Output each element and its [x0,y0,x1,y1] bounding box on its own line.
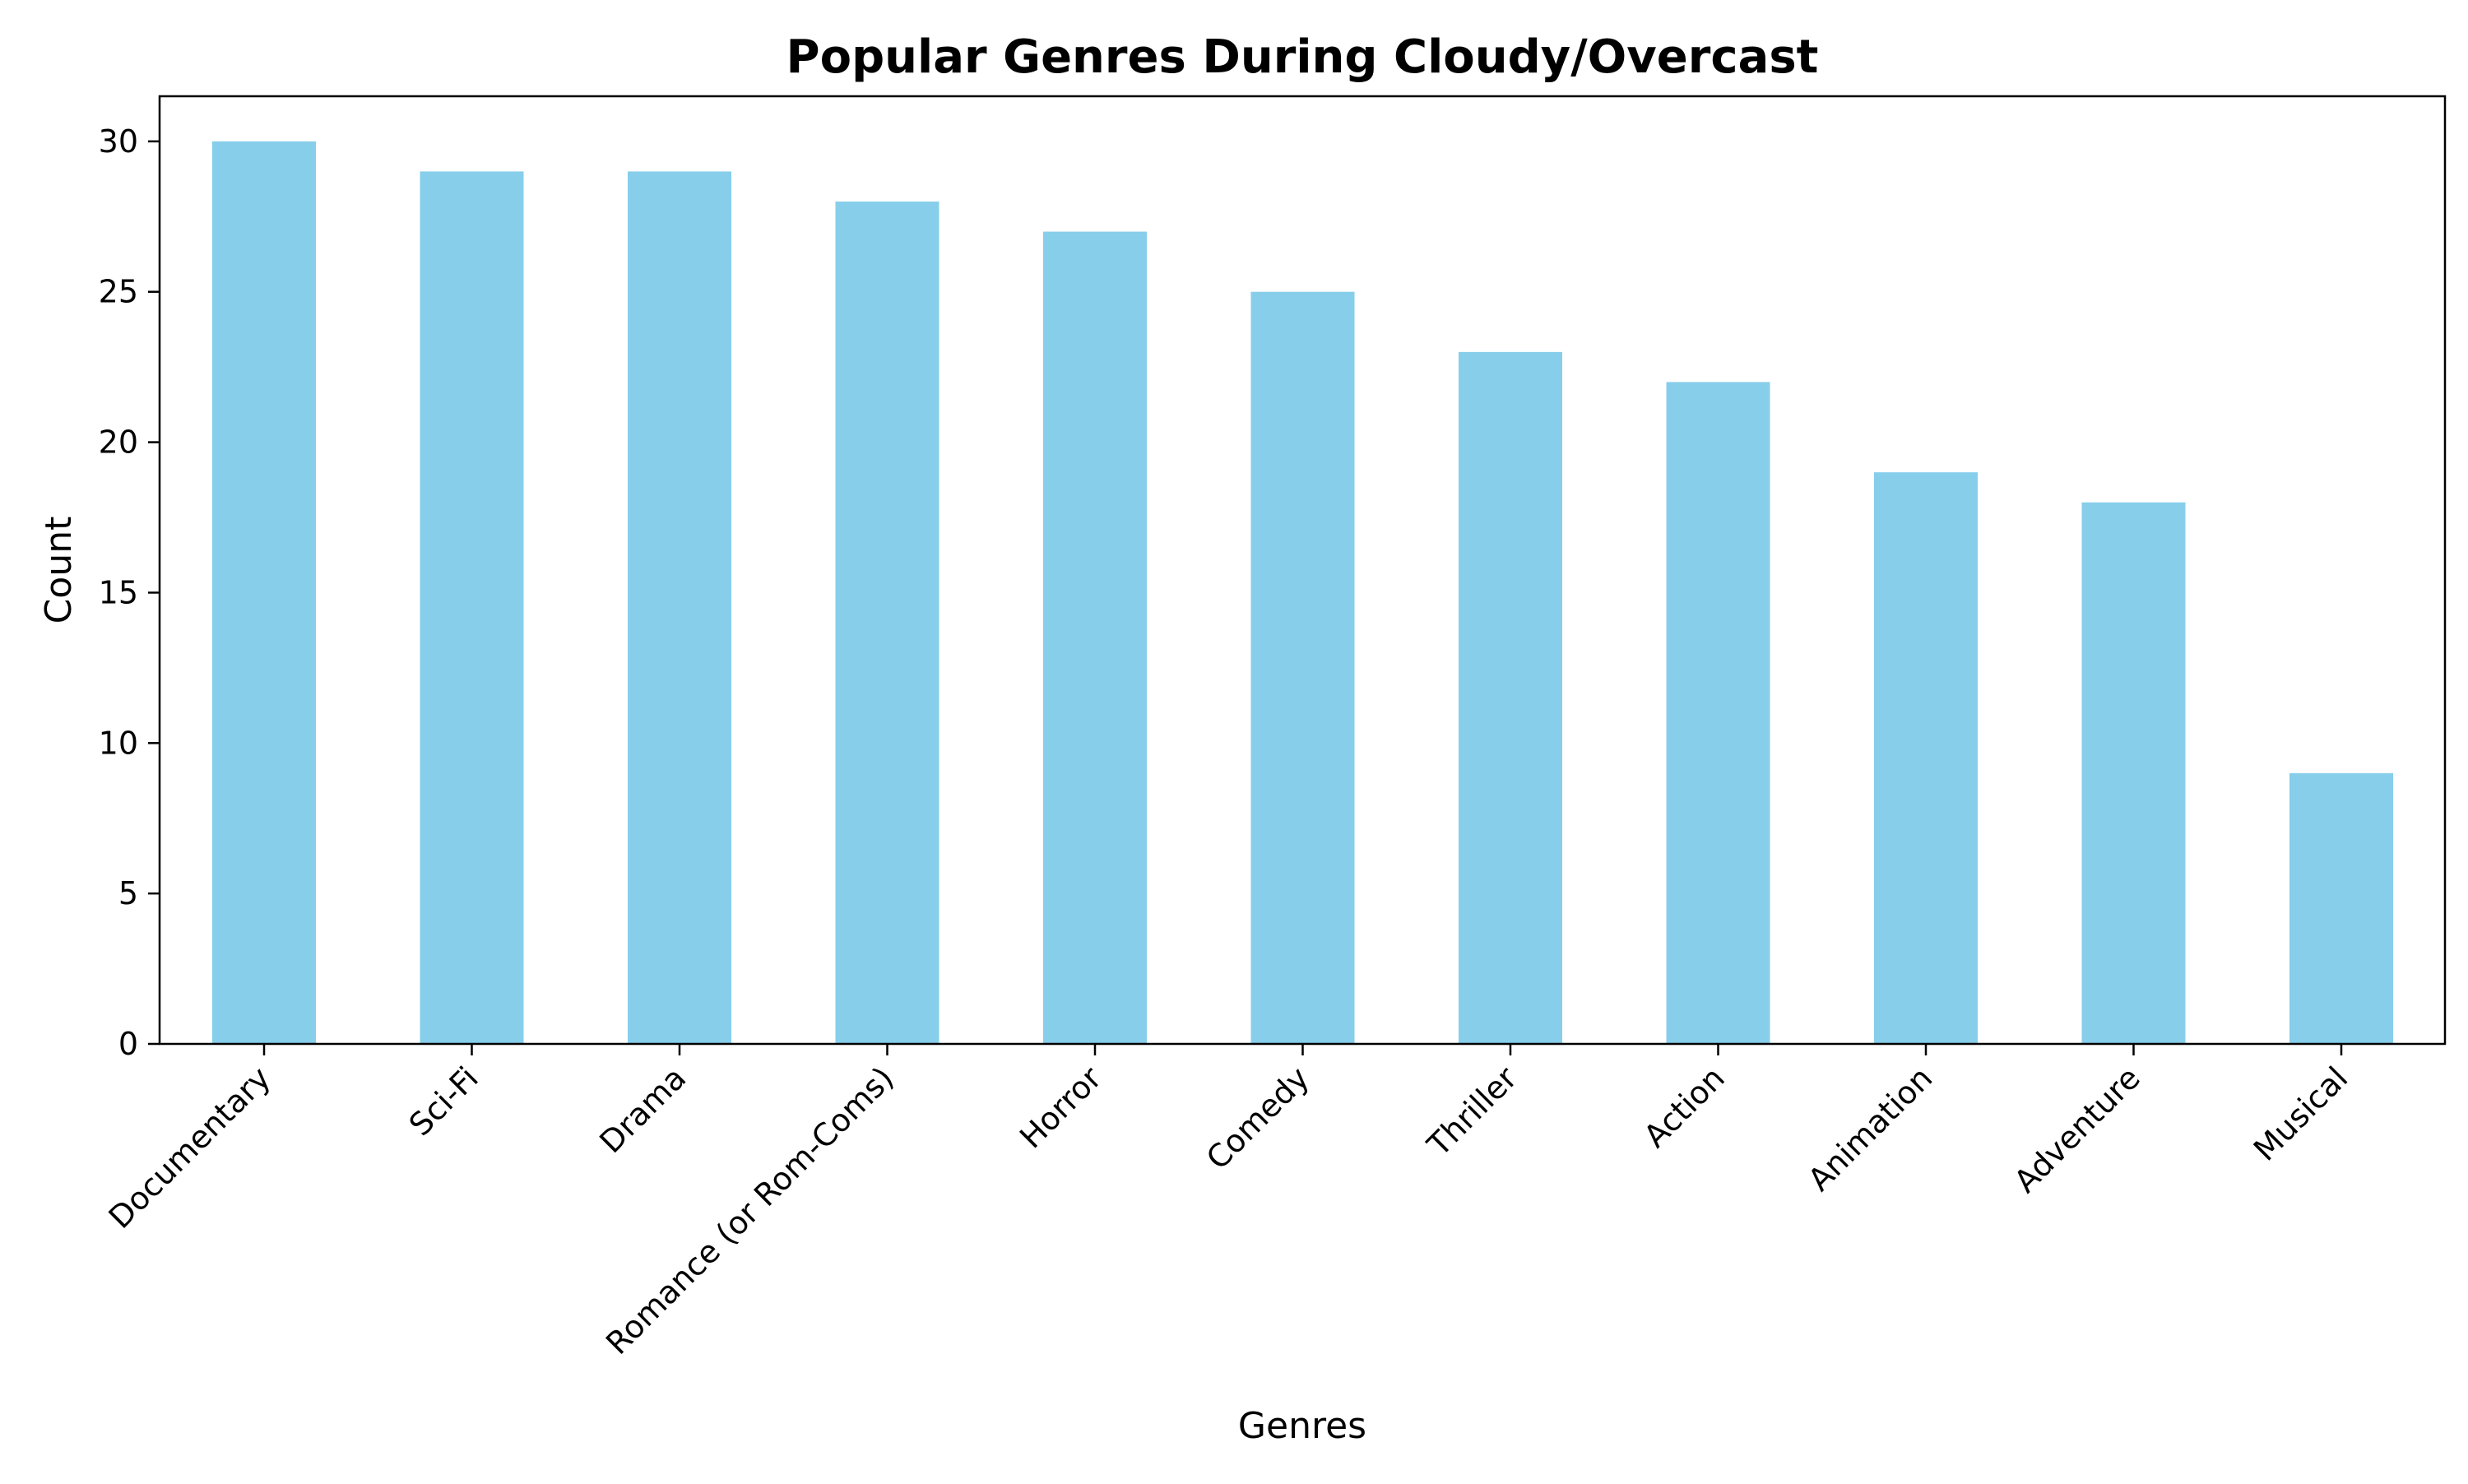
bar-animation [1874,472,1978,1044]
x-tick-label: Animation [1801,1060,1939,1198]
plot-frame [158,95,2447,1046]
x-tick-label: Thriller [1420,1060,1524,1164]
y-tick-label: 5 [118,875,138,911]
bar-documentary [212,141,316,1044]
bar-thriller [1459,351,1562,1044]
x-tick-label: Adventure [2007,1060,2147,1199]
x-tick-label: Sci-Fi [402,1060,485,1143]
x-tick-label: Musical [2247,1060,2354,1167]
chart-title: Popular Genres During Cloudy/Overcast [786,30,1819,84]
x-tick-label: Horror [1013,1060,1109,1156]
bar-comedy [1250,291,1355,1044]
y-tick-label: 20 [99,424,138,461]
y-tick-label: 30 [99,123,138,160]
x-tick-label: Documentary [102,1060,278,1236]
bar-sci-fi [420,171,524,1044]
y-tick-label: 0 [118,1026,138,1062]
x-tick-label: Comedy [1199,1060,1316,1176]
y-tick-label: 10 [99,725,138,761]
bar-romance-or-rom-coms [835,202,939,1044]
bar-horror [1043,231,1147,1045]
bar-drama [628,171,731,1044]
bar-musical [2289,772,2393,1044]
bars-layer [212,141,2393,1045]
y-tick-label: 25 [99,274,138,310]
x-tick-label: Action [1637,1060,1732,1154]
x-axis-label: Genres [1238,1405,1366,1447]
bar-action [1666,382,1770,1044]
y-axis-label: Count [38,517,80,624]
y-axis: 0 5 10 15 20 25 30 [99,123,160,1062]
bar-adventure [2081,502,2186,1044]
y-tick-label: 15 [99,574,138,610]
x-tick-label: Drama [592,1060,693,1160]
